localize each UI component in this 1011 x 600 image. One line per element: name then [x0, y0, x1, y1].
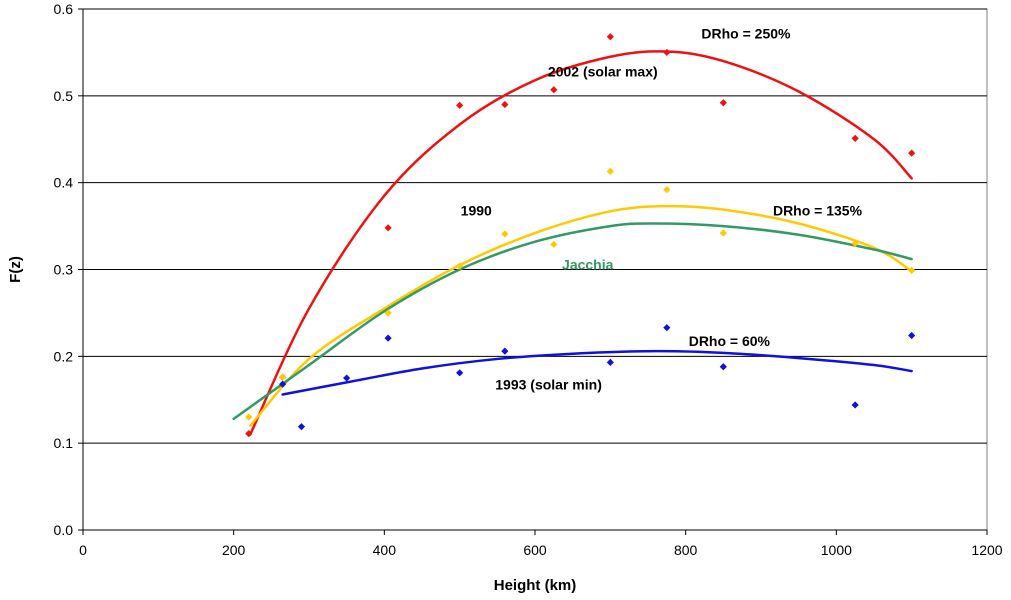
y-tick-label: 0.4 — [54, 175, 74, 191]
y-tick-label: 0.5 — [54, 88, 74, 104]
data-point-yellow — [245, 413, 253, 421]
data-point-blue — [384, 334, 392, 342]
data-point-red — [245, 430, 253, 438]
y-tick-label: 0.2 — [54, 348, 74, 364]
fit-curve-yellow — [248, 204, 913, 428]
x-tick-label: 1200 — [971, 542, 1002, 558]
data-point-blue — [279, 380, 287, 388]
y-axis-title: F(z) — [7, 256, 24, 283]
x-tick-label: 200 — [222, 542, 246, 558]
y-tick-label: 0.3 — [54, 262, 74, 278]
axes — [78, 8, 988, 535]
data-point-red — [384, 224, 392, 232]
data-point-red — [851, 134, 859, 142]
data-point-red — [606, 33, 614, 41]
data-points — [245, 33, 916, 438]
annotation-label: DRho = 60% — [689, 333, 771, 349]
data-point-blue — [501, 347, 509, 355]
x-tick-label: 0 — [79, 542, 87, 558]
data-point-blue — [908, 331, 916, 340]
data-point-blue — [663, 324, 671, 332]
annotation-label: 1990 — [461, 203, 492, 219]
y-tick-label: 0.6 — [54, 1, 74, 17]
data-point-red — [456, 101, 464, 109]
data-point-red — [501, 100, 509, 109]
data-point-blue — [719, 363, 727, 371]
annotation-label: Jacchia — [562, 257, 614, 273]
data-point-yellow — [456, 262, 464, 270]
data-point-blue — [297, 423, 306, 431]
data-point-yellow — [663, 186, 671, 194]
data-point-blue — [606, 358, 614, 367]
data-point-yellow — [279, 373, 287, 381]
data-point-red — [550, 86, 558, 94]
fit-curve-green — [232, 222, 913, 421]
x-tick-label: 1000 — [821, 542, 852, 558]
x-tick-label: 400 — [373, 542, 397, 558]
tick-labels: 0.0 0.1 0.2 0.3 0.4 0.5 0.6 0 200 400 600 800 1000 12… — [54, 1, 1003, 558]
x-axis-title: Height (km) — [494, 577, 577, 594]
annotation-label: 1993 (solar min) — [495, 376, 602, 392]
y-tick-label: 0.0 — [54, 522, 74, 538]
fit-curve-blue — [281, 349, 913, 396]
y-tick-label: 0.1 — [54, 435, 74, 451]
data-point-red — [719, 99, 727, 107]
data-point-yellow — [851, 239, 859, 248]
data-point-blue — [343, 374, 351, 382]
data-point-yellow — [550, 240, 558, 248]
data-point-blue — [851, 401, 859, 409]
data-point-yellow — [501, 230, 509, 238]
data-point-yellow — [908, 266, 916, 274]
data-point-yellow — [719, 229, 727, 237]
annotation-label: DRho = 135% — [773, 203, 863, 219]
annotation-label: DRho = 250% — [701, 26, 791, 42]
x-tick-label: 800 — [674, 542, 698, 558]
data-point-red — [908, 149, 916, 157]
fit-curve-red — [248, 50, 913, 436]
fit-curves — [232, 50, 913, 436]
data-point-yellow — [384, 309, 392, 317]
annotations: DRho = 250% 2002 (solar max) 1990 DRho = 13… — [461, 26, 863, 393]
data-point-red — [663, 48, 671, 57]
data-point-yellow — [606, 167, 614, 175]
x-tick-label: 600 — [523, 542, 547, 558]
annotation-label: 2002 (solar max) — [548, 64, 658, 80]
data-point-blue — [456, 369, 464, 377]
gridlines — [83, 8, 987, 444]
